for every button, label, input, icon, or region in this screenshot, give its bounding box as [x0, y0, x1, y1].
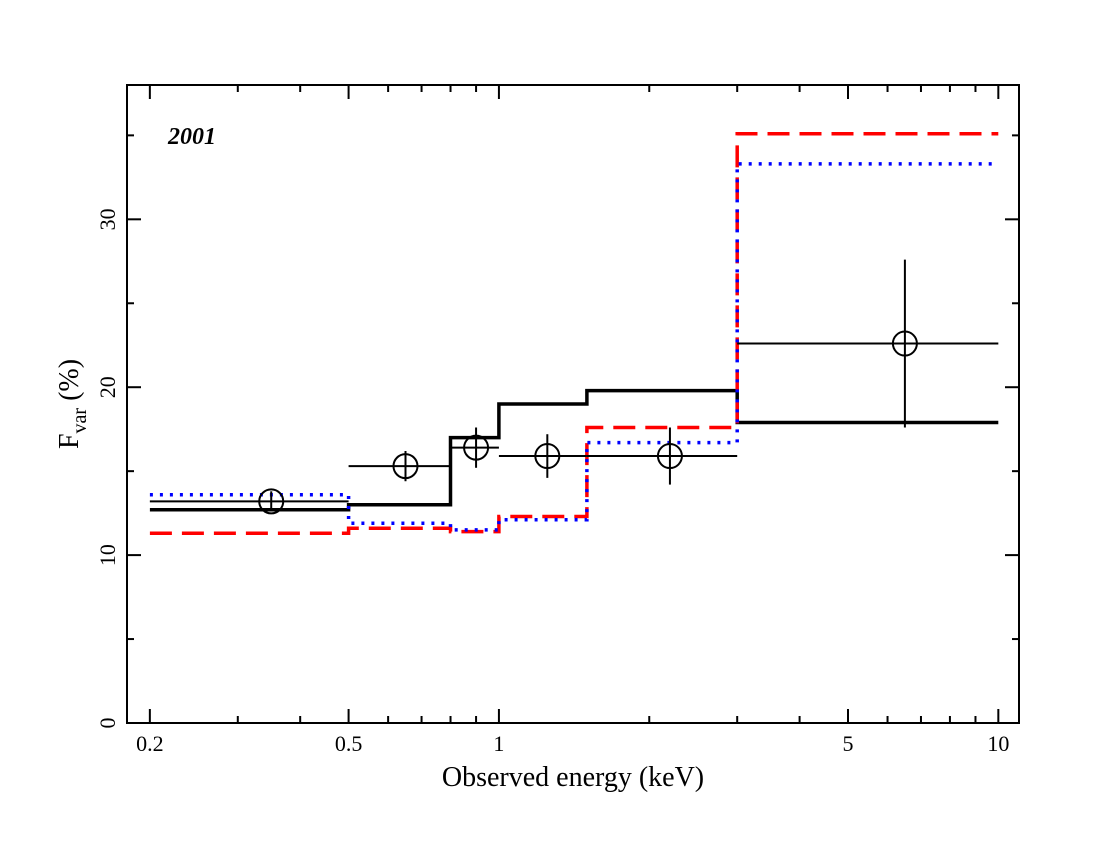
y-axis-title-tail: (%) [54, 359, 85, 408]
data-marker [258, 488, 285, 515]
plot-layer [149, 131, 999, 536]
data-marker [534, 443, 561, 470]
data-point-4 [586, 427, 738, 485]
data-marker [656, 443, 683, 470]
data-point-1 [348, 451, 451, 482]
data-point-2 [450, 427, 499, 468]
y-tick-label: 10 [95, 544, 120, 566]
y-axis-title: Fvar (%) [54, 359, 91, 449]
x-tick-label: 0.5 [335, 731, 363, 756]
series-line-solid [149, 388, 999, 512]
plot-frame [126, 84, 1020, 724]
ticks-layer: 0.2 0.5 1 5 10 0 10 20 30 [95, 85, 1019, 756]
data-marker [392, 453, 419, 480]
y-axis-title-sub: var [69, 408, 91, 434]
data-point-5 [737, 259, 999, 428]
data-point-3 [498, 434, 587, 478]
x-tick-label: 1 [493, 731, 504, 756]
y-axis-title-main: F [54, 433, 85, 449]
y-tick-label: 20 [95, 376, 120, 398]
y-tick-label: 30 [95, 208, 120, 230]
svg-text:Fvar (%): Fvar (%) [54, 359, 91, 449]
year-annotation: 2001 [167, 124, 216, 150]
data-marker [463, 434, 490, 461]
x-tick-label: 10 [987, 731, 1009, 756]
data-point-0 [149, 488, 349, 515]
series-line-dotted [149, 162, 999, 532]
y-tick-label: 0 [95, 718, 120, 729]
x-axis-title: Observed energy (keV) [442, 762, 704, 793]
data-marker [891, 330, 918, 357]
x-tick-label: 5 [842, 731, 853, 756]
x-tick-label: 0.2 [136, 731, 164, 756]
